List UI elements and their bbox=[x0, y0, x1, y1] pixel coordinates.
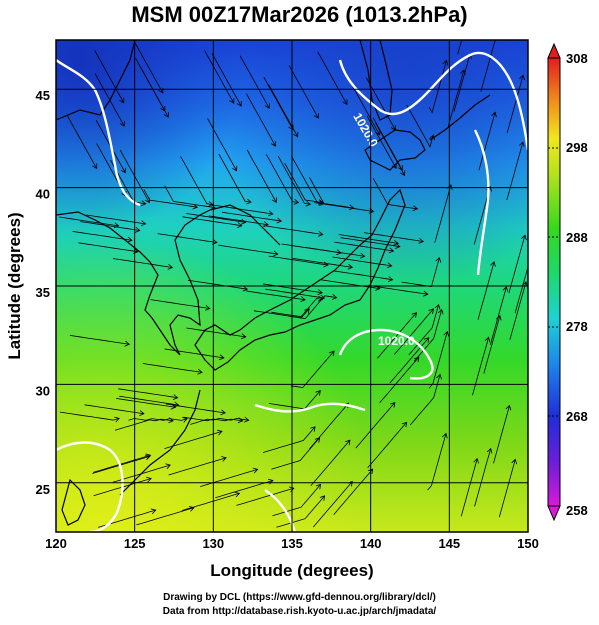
x-tick-labels: 120 125 130 135 140 145 150 bbox=[45, 536, 539, 551]
y-tick-35: 35 bbox=[36, 285, 50, 300]
x-tick-120: 120 bbox=[45, 536, 67, 551]
colorbar-max-arrow bbox=[548, 44, 560, 58]
streamline-arrowhead bbox=[493, 34, 498, 39]
x-tick-125: 125 bbox=[124, 536, 146, 551]
colorbar-min-arrow bbox=[548, 506, 560, 520]
y-tick-25: 25 bbox=[36, 482, 50, 497]
y-axis-label: Latitude (degrees) bbox=[5, 212, 24, 359]
colorbar-tick-288: 288 bbox=[566, 230, 588, 245]
streamline-arrowhead bbox=[470, 0, 475, 1]
colorbar-tick-298: 298 bbox=[566, 140, 588, 155]
colorbar-tick-258: 258 bbox=[566, 503, 588, 518]
colorbar-tick-268: 268 bbox=[566, 409, 588, 424]
y-tick-labels: 25 30 35 40 45 bbox=[36, 88, 50, 497]
x-tick-145: 145 bbox=[438, 536, 460, 551]
colorbar-bar bbox=[548, 58, 560, 506]
y-tick-40: 40 bbox=[36, 187, 50, 202]
colorbar-tick-308: 308 bbox=[566, 51, 588, 66]
colorbar: 308 298 288 278 268 258 bbox=[548, 44, 588, 520]
x-tick-150: 150 bbox=[517, 536, 539, 551]
x-tick-130: 130 bbox=[202, 536, 224, 551]
colorbar-tick-278: 278 bbox=[566, 319, 588, 334]
y-tick-30: 30 bbox=[36, 383, 50, 398]
temperature-field: 1020.0 1020.0 bbox=[56, 0, 533, 532]
credits: Drawing by DCL (https://www.gfd-dennou.o… bbox=[0, 591, 599, 619]
contour-label-south: 1020.0 bbox=[378, 334, 415, 348]
y-tick-45: 45 bbox=[36, 88, 50, 103]
x-tick-140: 140 bbox=[360, 536, 382, 551]
x-tick-135: 135 bbox=[281, 536, 303, 551]
x-axis-label: Longitude (degrees) bbox=[210, 561, 373, 580]
credit-data: Data from http://database.rish.kyoto-u.a… bbox=[0, 605, 599, 619]
credit-drawing: Drawing by DCL (https://www.gfd-dennou.o… bbox=[0, 591, 599, 605]
